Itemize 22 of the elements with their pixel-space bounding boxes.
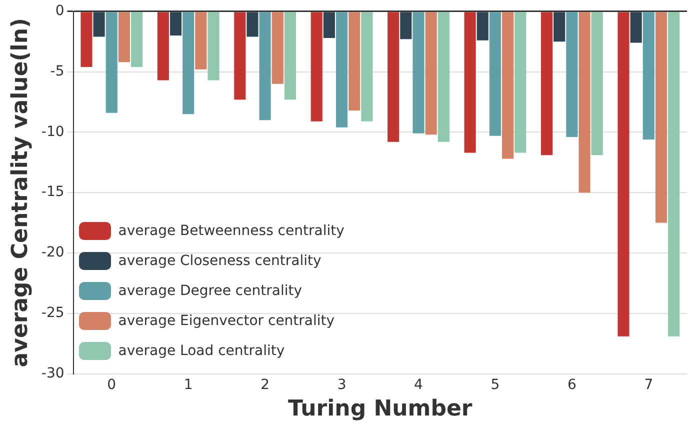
x-tick-label: 7 bbox=[644, 376, 654, 393]
x-tick-label: 6 bbox=[567, 376, 576, 393]
y-tick-label: -25 bbox=[41, 305, 64, 322]
legend-label: average Closeness centrality bbox=[118, 252, 322, 269]
x-tick-label: 3 bbox=[337, 376, 346, 393]
legend-label: average Degree centrality bbox=[118, 282, 302, 299]
y-axis-title: average Centrality value(ln) bbox=[8, 18, 33, 368]
x-tick-label: 5 bbox=[490, 376, 500, 393]
x-tick-label: 1 bbox=[184, 376, 193, 393]
x-tick-label: 0 bbox=[107, 376, 116, 393]
legend-label: average Betweenness centrality bbox=[118, 222, 344, 239]
legend-label: average Eigenvector centrality bbox=[118, 312, 335, 329]
y-tick-label: -10 bbox=[41, 124, 64, 140]
y-tick-label: -15 bbox=[41, 184, 64, 200]
x-axis-title: Turing Number bbox=[288, 396, 472, 422]
y-tick-label: -20 bbox=[41, 244, 64, 261]
y-tick-label: 0 bbox=[55, 3, 64, 20]
legend-label: average Load centrality bbox=[118, 342, 285, 359]
y-tick-label: -5 bbox=[50, 63, 64, 80]
x-tick-label: 2 bbox=[260, 376, 270, 393]
y-tick-label: -30 bbox=[41, 365, 64, 382]
x-tick-label: 4 bbox=[414, 376, 424, 393]
